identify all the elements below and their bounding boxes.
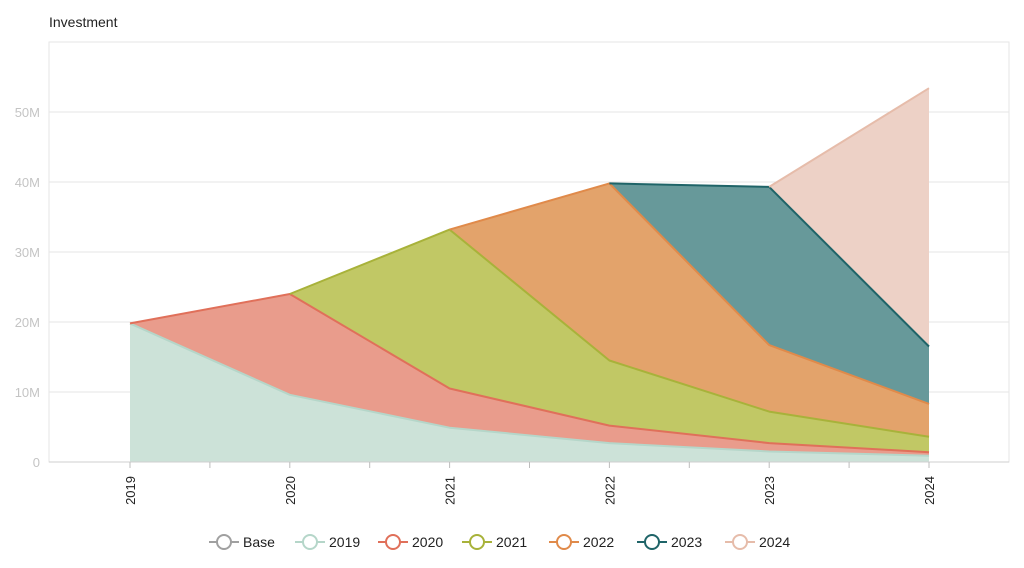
legend-item-Base: Base (209, 534, 275, 550)
y-tick-label: 20M (15, 315, 40, 330)
x-tick-label: 2020 (283, 476, 298, 505)
legend-item-2022: 2022 (549, 534, 614, 550)
area-2021 (289, 229, 929, 453)
legend-marker (302, 534, 318, 550)
legend-item-2021: 2021 (462, 534, 527, 550)
x-tick-label: 2023 (762, 476, 777, 505)
line-2024 (768, 87, 930, 188)
legend-marker (216, 534, 232, 550)
area-2024 (769, 88, 929, 347)
legend-item-2019: 2019 (295, 534, 360, 550)
y-tick-label: 40M (15, 175, 40, 190)
legend-item-2023: 2023 (637, 534, 702, 550)
area-2019 (130, 323, 929, 462)
y-tick-label: 10M (15, 385, 40, 400)
legend-item-2024: 2024 (725, 534, 790, 550)
legend-marker (732, 534, 748, 550)
y-axis-label: Investment (49, 14, 118, 30)
legend-label: 2019 (329, 534, 360, 550)
line-2021 (289, 228, 930, 438)
legend-marker (385, 534, 401, 550)
x-tick-label: 2024 (922, 476, 937, 505)
x-tick-label: 2022 (602, 476, 617, 505)
x-tick-label: 2021 (443, 476, 458, 505)
legend-item-2020: 2020 (378, 534, 443, 550)
y-tick-label: 0 (33, 455, 40, 470)
line-2020 (129, 293, 930, 454)
area-2022 (449, 183, 929, 437)
y-tick-label: 30M (15, 245, 40, 260)
legend-marker (469, 534, 485, 550)
legend-label: 2023 (671, 534, 702, 550)
legend-label: 2020 (412, 534, 443, 550)
legend-label: 2024 (759, 534, 790, 550)
area-2023 (609, 183, 929, 404)
legend-label: 2021 (496, 534, 527, 550)
legend-marker (556, 534, 572, 550)
series-lines (129, 87, 930, 457)
x-tick-label: 2019 (123, 476, 138, 505)
legend: Base 2019 2020 2021 2022 2023 2024 (209, 534, 790, 550)
axes: 0 10M 20M 30M 40M 50M 2019 2020 2021 2022 2023 2024 (15, 105, 1009, 505)
line-2019 (129, 322, 930, 457)
areas (130, 88, 929, 462)
line-2022 (449, 182, 930, 405)
legend-label: 2022 (583, 534, 614, 550)
legend-marker (644, 534, 660, 550)
y-tick-label: 50M (15, 105, 40, 120)
area-2020 (130, 294, 929, 456)
legend-label: Base (243, 534, 275, 550)
